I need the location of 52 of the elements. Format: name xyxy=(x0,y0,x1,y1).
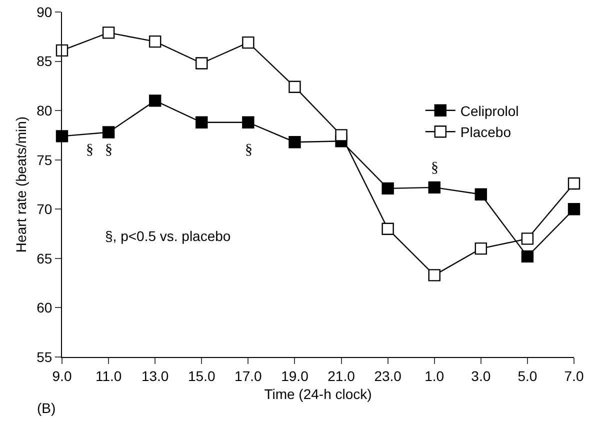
point xyxy=(382,182,394,195)
point xyxy=(56,130,68,142)
x-tick-label: 9.0 xyxy=(52,368,72,384)
x-tick-label: 23.0 xyxy=(374,368,402,384)
point xyxy=(196,116,208,128)
point xyxy=(568,177,580,190)
y-tick-label: 80 xyxy=(36,102,52,118)
text: (B) xyxy=(37,400,56,416)
x-tick-label: 3.0 xyxy=(471,368,491,384)
x-tick-label: 17.0 xyxy=(234,368,262,384)
point xyxy=(148,94,162,107)
point xyxy=(242,36,254,49)
point xyxy=(521,250,534,263)
point xyxy=(382,222,394,235)
annotation: § xyxy=(431,160,438,176)
annotation: § xyxy=(105,142,112,158)
point xyxy=(428,269,440,282)
point xyxy=(148,35,162,48)
point xyxy=(474,242,488,255)
point xyxy=(102,126,115,138)
legend-label: Celiprolol xyxy=(460,102,519,119)
x-axis-title: Time (24-h clock) xyxy=(264,386,372,402)
point xyxy=(102,26,115,39)
x-tick-label: 7.0 xyxy=(564,368,584,384)
y-tick-label: 75 xyxy=(36,152,52,168)
point xyxy=(288,136,301,148)
x-tick-label: 13.0 xyxy=(141,368,169,384)
y-tick-label: 70 xyxy=(36,201,52,218)
y-axis-title: Heart rate (beats/min) xyxy=(13,116,30,253)
y-tick-label: 55 xyxy=(36,348,52,365)
point xyxy=(521,232,534,245)
x-tick-label: 21.0 xyxy=(328,368,356,384)
x-tick-label: 15.0 xyxy=(188,368,216,384)
point xyxy=(288,80,301,94)
x-tick-label: 5.0 xyxy=(518,368,538,384)
annotation: § xyxy=(86,142,94,158)
x-tick-label: 1.0 xyxy=(424,368,444,384)
point xyxy=(242,116,254,128)
point xyxy=(474,188,488,200)
annotation: §, p<0.5 vs. placebo xyxy=(105,228,231,244)
x-tick-label: 11.0 xyxy=(95,368,122,384)
point xyxy=(335,129,348,142)
y-tick-label: 65 xyxy=(36,250,52,266)
y-tick-label: 85 xyxy=(36,53,52,70)
y-tick-label: 90 xyxy=(36,4,52,20)
annotation: § xyxy=(245,142,252,158)
point xyxy=(428,181,440,194)
legend-label: Placebo xyxy=(460,124,512,140)
point xyxy=(568,203,580,216)
x-tick-label: 19.0 xyxy=(281,368,309,384)
point xyxy=(196,57,208,70)
y-tick-label: 60 xyxy=(36,300,52,316)
